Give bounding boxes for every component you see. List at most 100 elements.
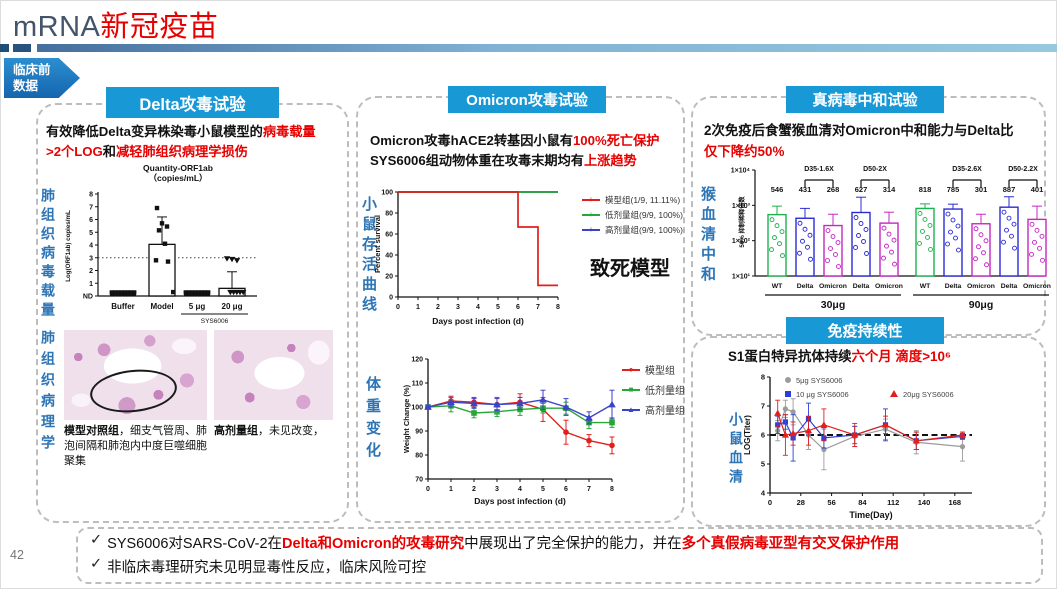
- page-number: 42: [10, 548, 24, 562]
- svg-text:1×10³: 1×10³: [732, 203, 751, 210]
- svg-text:5: 5: [496, 304, 500, 311]
- svg-text:Days post infection (d): Days post infection (d): [474, 496, 566, 506]
- viral-load-bar-chart: Quantity-ORF1ab（copies/mL） Log(ORF1ab) co…: [65, 163, 257, 325]
- svg-text:Weight Change (%): Weight Change (%): [402, 384, 411, 453]
- svg-text:168: 168: [949, 498, 962, 507]
- svg-text:314: 314: [883, 185, 896, 194]
- svg-text:Delta: Delta: [853, 283, 870, 290]
- svg-text:2: 2: [436, 304, 440, 311]
- legend-marker-icon: +: [582, 195, 600, 205]
- svg-text:30μg: 30μg: [821, 299, 846, 310]
- svg-text:4: 4: [761, 489, 766, 498]
- svg-text:Delta: Delta: [797, 283, 814, 290]
- summary-line-2: ✓ 非临床毒理研究未见明显毒性反应，临床风险可控: [90, 556, 1030, 577]
- survival-legend: + 模型组(1/9, 11.11%) + 低剂量组(9/9, 100%) + 高剂量组(9…: [582, 194, 683, 236]
- svg-text:1: 1: [416, 304, 420, 311]
- svg-text:3: 3: [89, 255, 93, 262]
- persistence-heading: S1蛋白特异抗体持续六个月 滴度>10⁶: [728, 349, 952, 364]
- survival-curve-chart: 0 20 40 60 80 100 0 1 2 3 4 5 6 7 8 Percent survival Day…: [373, 190, 560, 327]
- svg-text:8: 8: [556, 304, 560, 311]
- summary-line-1-text: SYS6006对SARS-CoV-2在Delta和Omicron的攻毒研究中展现…: [107, 536, 900, 552]
- svg-text:6: 6: [89, 217, 93, 224]
- svg-text:Buffer: Buffer: [111, 302, 135, 311]
- legend-item: + 模型组(1/9, 11.11%): [582, 194, 683, 206]
- svg-text:8: 8: [610, 486, 614, 493]
- svg-text:20 μg: 20 μg: [222, 302, 243, 311]
- svg-text:785: 785: [947, 185, 960, 194]
- neutralization-heading-line2: 仅下降约50%: [704, 143, 785, 159]
- svg-text:40: 40: [385, 253, 393, 260]
- neutralization-bar-chart: 1×10⁴ 1×10³ 1×10² 1×10¹ 50% 抑制稀释倍数 546 WT 431 De…: [731, 166, 1051, 310]
- svg-text:0: 0: [768, 498, 772, 507]
- svg-text:6: 6: [564, 486, 568, 493]
- svg-text:SYS6006: SYS6006: [201, 318, 229, 325]
- svg-text:Log(ORF1ab) copies/mL: Log(ORF1ab) copies/mL: [65, 210, 72, 282]
- svg-text:Omicron: Omicron: [819, 283, 847, 290]
- page-title-suffix: 新冠疫苗: [100, 11, 219, 43]
- svg-text:20μg SYS6006: 20μg SYS6006: [903, 390, 954, 399]
- svg-text:546: 546: [771, 185, 784, 194]
- legend-marker-icon: +: [582, 225, 600, 235]
- legend-marker-icon: ▲: [622, 405, 640, 415]
- svg-text:7: 7: [89, 204, 93, 211]
- svg-text:50% 抑制稀释倍数: 50% 抑制稀释倍数: [738, 196, 746, 248]
- svg-text:D50-2X: D50-2X: [863, 166, 887, 173]
- svg-text:301: 301: [975, 185, 988, 194]
- svg-text:8: 8: [89, 192, 93, 199]
- neutralization-heading-line1: 2次免疫后食蟹猴血清对Omicron中和能力与Delta比: [704, 123, 1014, 138]
- svg-text:84: 84: [858, 498, 867, 507]
- svg-text:6: 6: [761, 431, 765, 440]
- legend-item: + 低剂量组(9/9, 100%): [582, 209, 683, 221]
- svg-text:Time(Day): Time(Day): [849, 510, 892, 520]
- legend-item: + 高剂量组(9/9, 100%): [582, 224, 683, 236]
- badge-line1: 临床前: [13, 62, 51, 77]
- preclinical-data-badge: 临床前 数据: [4, 58, 80, 98]
- vlabel-weight-change: 体重变化: [364, 376, 381, 464]
- vlabel-survival-curve: 小鼠存活曲线: [360, 196, 377, 316]
- summary-line-2-text: 非临床毒理研究未见明显毒性反应，临床风险可控: [107, 560, 427, 576]
- svg-text:10 μg SYS6006: 10 μg SYS6006: [796, 390, 849, 399]
- omicron-section-button: Omicron攻毒试验: [448, 86, 606, 113]
- svg-text:110: 110: [412, 381, 423, 388]
- histology-caption-model: 模型对照组，细支气管周、肺泡间隔和肺泡内中度巨噬细胞聚集: [64, 425, 207, 467]
- svg-text:5: 5: [761, 460, 765, 469]
- svg-text:5: 5: [541, 486, 545, 493]
- svg-text:401: 401: [1031, 185, 1044, 194]
- svg-text:0: 0: [426, 486, 430, 493]
- vlabel-lung-pathology: 肺组织病理学: [40, 330, 56, 456]
- weight-legend: ● 模型组 ■ 低剂量组 ▲ 高剂量组: [622, 362, 685, 417]
- histology-image-model-group: [64, 330, 207, 420]
- svg-text:7: 7: [536, 304, 540, 311]
- delta-heading: 有效降低Delta变异株染毒小鼠模型的病毒载量 >2个LOG和减轻肺组织病理学损…: [46, 122, 342, 163]
- svg-text:3: 3: [495, 486, 499, 493]
- svg-text:Percent survival: Percent survival: [373, 215, 382, 273]
- svg-text:818: 818: [919, 185, 932, 194]
- svg-text:112: 112: [887, 498, 899, 507]
- svg-text:Omicron: Omicron: [875, 283, 903, 290]
- svg-text:LOG(Titer): LOG(Titer): [743, 415, 752, 455]
- weight-change-chart: 70 80 90 100 110 120 0 1 2 3 4 5 6 7 8 Weight Change (%…: [402, 357, 616, 506]
- histology-caption-high-dose: 高剂量组，未见改变，: [214, 425, 324, 437]
- svg-text:4: 4: [89, 243, 93, 250]
- svg-text:4: 4: [518, 486, 522, 493]
- vlabel-monkey-serum: 猴血清中和: [699, 186, 716, 286]
- omicron-heading: Omicron攻毒hACE2转基因小鼠有100%死亡保护 SYS6006组动物体…: [370, 131, 678, 172]
- svg-text:90μg: 90μg: [969, 299, 994, 310]
- lethal-model-annotation: 致死模型: [590, 258, 670, 280]
- svg-text:56: 56: [827, 498, 835, 507]
- svg-text:1×10¹: 1×10¹: [732, 273, 751, 280]
- svg-text:8: 8: [761, 373, 765, 382]
- title-underline-segment-2: [13, 44, 31, 52]
- badge-line2: 数据: [13, 79, 39, 93]
- svg-text:4: 4: [476, 304, 480, 311]
- svg-text:0: 0: [389, 295, 393, 302]
- svg-text:7: 7: [587, 486, 591, 493]
- legend-item: ■ 低剂量组: [622, 382, 685, 397]
- svg-text:80: 80: [385, 211, 393, 218]
- svg-text:0: 0: [396, 304, 400, 311]
- svg-text:120: 120: [411, 357, 423, 364]
- svg-text:90: 90: [415, 429, 423, 436]
- vlabel-lung-viral-load: 肺组织病毒载量: [40, 188, 56, 321]
